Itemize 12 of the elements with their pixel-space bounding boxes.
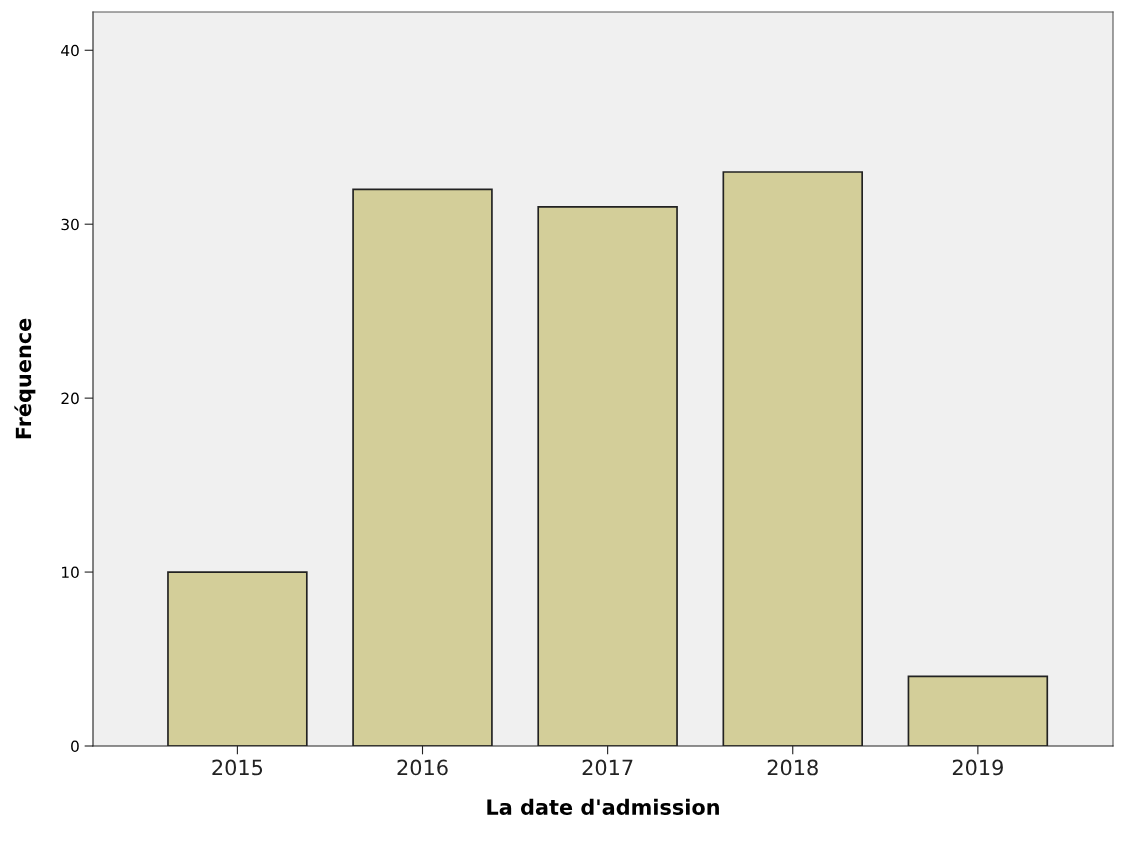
- x-tick-label: 2017: [582, 759, 633, 776]
- x-axis-title: La date d'admission: [487, 798, 719, 815]
- x-tick-label: 2018: [767, 759, 818, 776]
- y-tick-label: 40: [61, 44, 79, 57]
- y-tick-label: 0: [71, 740, 79, 753]
- y-tick-label: 10: [62, 566, 79, 579]
- y-axis-title: Fréquence: [14, 318, 36, 439]
- y-tick-label: 30: [61, 218, 79, 231]
- x-tick-label: 2015: [212, 759, 263, 776]
- x-tick-label: 2016: [397, 759, 448, 776]
- y-tick-label: 20: [61, 392, 79, 405]
- x-tick-label: 2019: [952, 759, 1003, 776]
